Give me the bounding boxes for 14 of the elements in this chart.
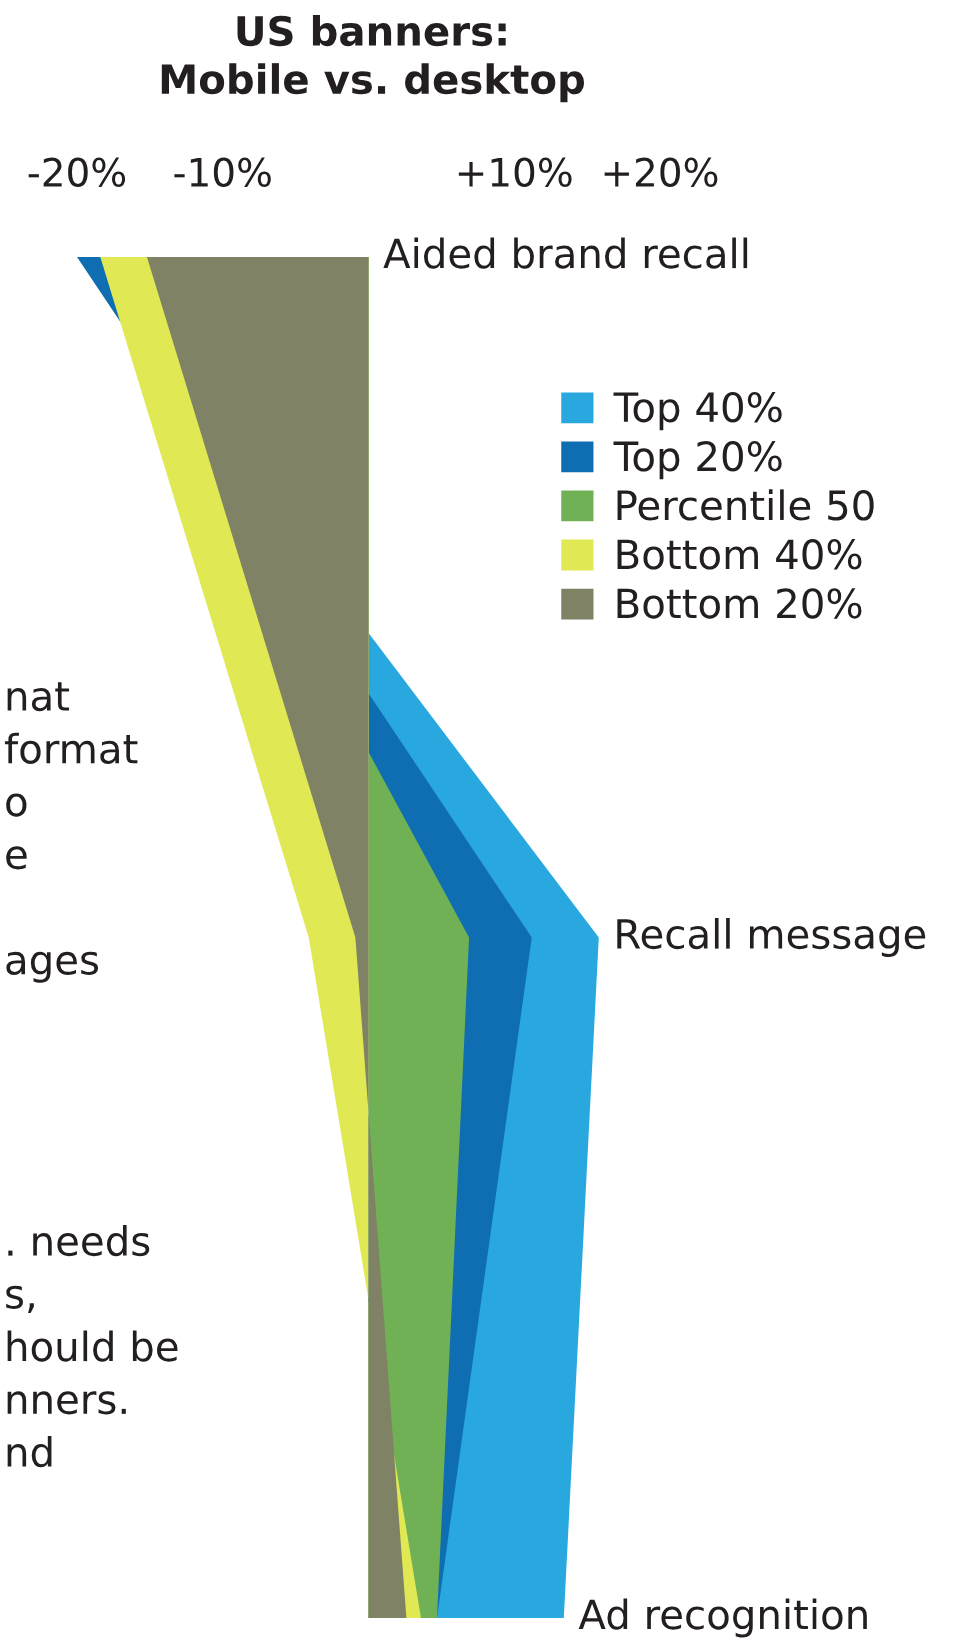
y-tick-label: Recall message [617,918,926,957]
legend-label: Bottom 40% [617,539,862,570]
legend-label: Percentile 50 [617,489,874,521]
x-tick-label: -20% [28,157,126,187]
text: US banners: Mobile vs. desktop [161,15,585,103]
x-tick-label: -10% [174,157,271,187]
legend-label: Bottom 20% [617,588,862,619]
y-tick-label: Aided brand recall [383,237,748,269]
x-tick-label: +20% [604,157,718,187]
text: nat format o e ages [4,682,138,983]
legend-label: Top 20% [613,441,782,480]
legend-label: Top 40% [613,391,782,431]
x-tick-label: +10% [458,157,572,187]
y-tick-label: Ad recognition [578,1598,867,1638]
